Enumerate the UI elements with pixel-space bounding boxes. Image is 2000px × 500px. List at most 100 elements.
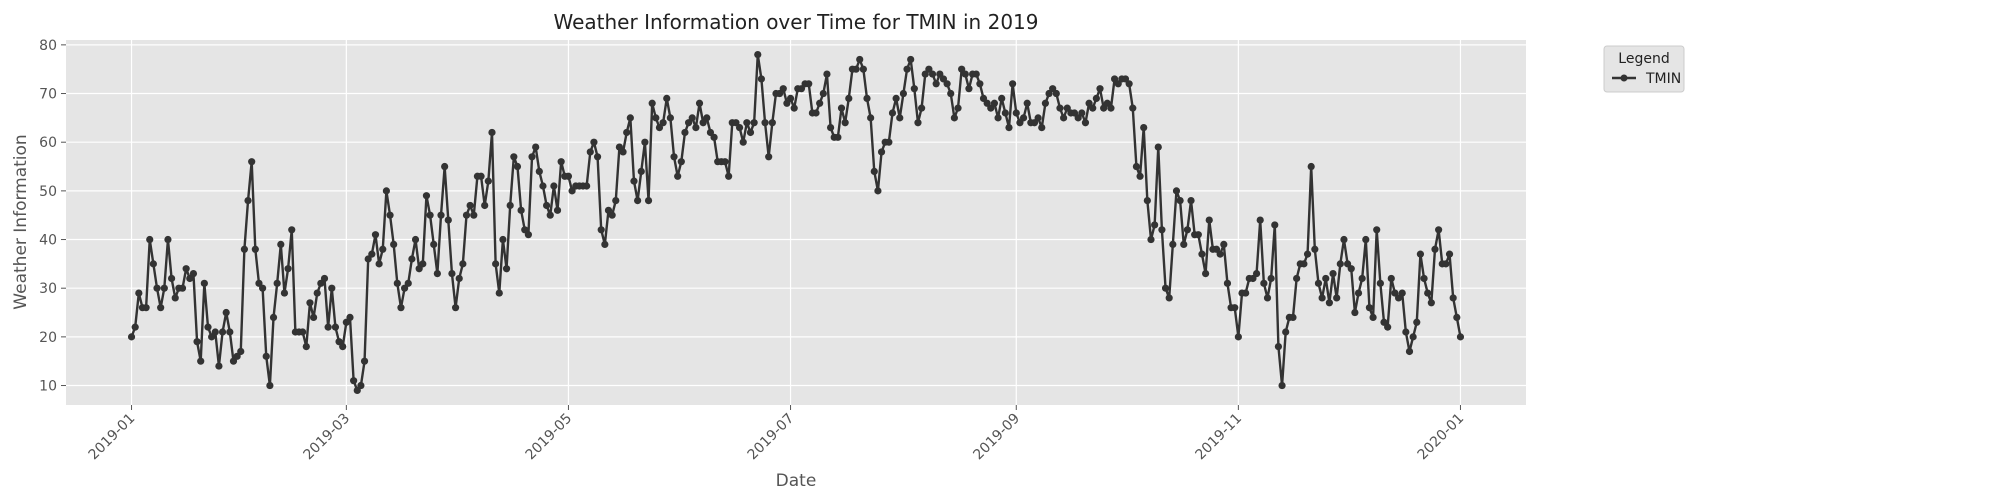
data-point xyxy=(226,328,234,336)
data-point xyxy=(1402,328,1410,336)
data-point xyxy=(240,245,248,253)
data-point xyxy=(153,284,161,292)
data-point xyxy=(1362,235,1370,244)
data-point xyxy=(1187,197,1195,205)
data-point xyxy=(524,231,532,239)
data-point xyxy=(612,197,620,205)
data-point xyxy=(1445,250,1454,258)
data-point xyxy=(812,109,820,117)
data-point xyxy=(863,94,871,102)
data-point xyxy=(237,347,245,356)
data-point xyxy=(765,153,773,161)
data-point xyxy=(896,114,904,122)
data-point xyxy=(1311,245,1319,253)
data-point xyxy=(943,80,951,88)
data-point xyxy=(368,250,376,258)
data-point xyxy=(1373,226,1381,234)
data-point xyxy=(1333,294,1341,302)
data-point xyxy=(171,294,179,302)
data-point xyxy=(382,187,390,195)
data-point xyxy=(1242,289,1250,297)
data-point xyxy=(1183,226,1191,234)
data-point xyxy=(990,99,999,107)
data-point xyxy=(393,279,401,287)
data-point xyxy=(644,197,653,205)
y-tick-label: 20 xyxy=(39,330,57,346)
data-point xyxy=(641,138,649,146)
data-point xyxy=(1023,99,1031,107)
data-point xyxy=(426,211,434,219)
data-point xyxy=(750,119,758,127)
data-point xyxy=(619,148,627,156)
data-point xyxy=(441,162,449,171)
data-point xyxy=(852,65,860,73)
data-point xyxy=(1405,347,1414,356)
data-point xyxy=(448,270,456,278)
data-point xyxy=(1223,279,1232,287)
data-point xyxy=(1318,294,1326,302)
x-axis-title: Date xyxy=(776,471,817,491)
data-point xyxy=(961,70,969,78)
data-point xyxy=(1019,114,1028,122)
y-tick-label: 50 xyxy=(39,184,57,200)
data-point xyxy=(918,104,926,112)
data-point xyxy=(823,70,831,78)
data-point xyxy=(1453,313,1461,321)
data-point xyxy=(834,133,842,141)
y-tick-label: 40 xyxy=(39,233,57,249)
data-point xyxy=(193,338,201,346)
x-tick-label: 2019-05 xyxy=(523,411,576,464)
data-point xyxy=(1220,240,1228,248)
data-point xyxy=(408,255,416,263)
data-point xyxy=(659,119,667,127)
data-point xyxy=(692,124,700,132)
data-point xyxy=(1180,240,1188,248)
data-point xyxy=(375,260,383,268)
data-point xyxy=(816,99,824,107)
data-point xyxy=(218,328,227,336)
data-point xyxy=(1169,240,1177,248)
data-point xyxy=(1300,260,1308,268)
data-point xyxy=(746,128,755,137)
data-point xyxy=(877,148,886,156)
legend-title: Legend xyxy=(1618,51,1669,67)
data-point xyxy=(739,138,747,146)
data-point xyxy=(725,172,733,180)
data-point xyxy=(164,235,172,244)
data-point xyxy=(903,65,911,73)
x-axis-ticks: 2019-01 2019-03 2019-05 2019-07 2019-09 2019-… xyxy=(86,405,1467,464)
data-point xyxy=(885,138,893,146)
data-point xyxy=(1413,318,1421,326)
data-point xyxy=(754,51,762,59)
data-point xyxy=(892,94,900,102)
data-point xyxy=(211,328,219,336)
data-point xyxy=(837,104,846,112)
data-point xyxy=(1420,274,1428,283)
data-point xyxy=(284,265,292,273)
data-point xyxy=(947,89,955,98)
data-point xyxy=(513,162,522,171)
x-tick-label: 2019-03 xyxy=(300,411,353,464)
data-point xyxy=(761,119,769,127)
data-point xyxy=(149,260,157,268)
data-point xyxy=(1158,226,1166,234)
data-point xyxy=(1278,381,1286,390)
data-point xyxy=(805,80,813,88)
data-point xyxy=(477,172,485,180)
data-point xyxy=(626,114,634,122)
data-point xyxy=(914,119,922,127)
data-point xyxy=(1398,289,1406,297)
data-point xyxy=(1034,114,1042,122)
data-point xyxy=(299,328,307,336)
data-point xyxy=(1078,109,1086,117)
data-point xyxy=(324,323,332,331)
data-point xyxy=(608,211,616,219)
data-point xyxy=(1009,80,1017,88)
data-point xyxy=(313,289,321,297)
data-point xyxy=(681,128,689,137)
data-point xyxy=(157,304,165,312)
data-point xyxy=(1369,313,1377,321)
data-point xyxy=(517,206,525,214)
data-point xyxy=(841,119,849,127)
